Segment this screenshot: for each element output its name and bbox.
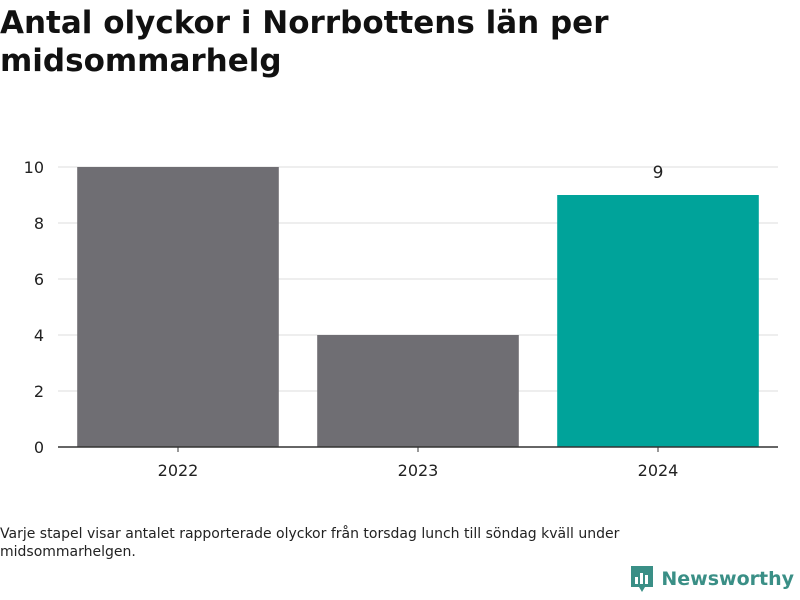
- data-labels: 9: [653, 163, 664, 183]
- brand-name: Newsworthy: [661, 568, 794, 590]
- y-tick-label: 8: [34, 214, 44, 233]
- bar-2023: [317, 335, 519, 447]
- y-tick-label: 6: [34, 270, 44, 289]
- y-tick-label: 2: [34, 382, 44, 401]
- x-tick-label: 2024: [638, 461, 679, 480]
- bar-chart: 0 2 4 6 8 10 9 2022 2023 2024: [24, 158, 778, 480]
- bar-2022: [77, 167, 279, 447]
- newsworthy-logo-icon: [631, 566, 654, 592]
- y-tick-label: 0: [34, 438, 44, 457]
- bars: [77, 167, 759, 447]
- y-axis-ticks: 0 2 4 6 8 10: [24, 158, 44, 457]
- chart-title: Antal olyckor i Norrbottens län per mids…: [0, 5, 609, 79]
- brand-logo: Newsworthy: [629, 564, 794, 594]
- footnote: Varje stapel visar antalet rapporterade …: [0, 526, 620, 560]
- bar-2024: [557, 195, 759, 447]
- x-axis-ticks: 2022 2023 2024: [158, 447, 679, 480]
- y-tick-label: 10: [24, 158, 44, 177]
- y-tick-label: 4: [34, 326, 44, 345]
- x-tick-label: 2023: [398, 461, 439, 480]
- x-tick-label: 2022: [158, 461, 199, 480]
- data-label-2024: 9: [653, 163, 664, 183]
